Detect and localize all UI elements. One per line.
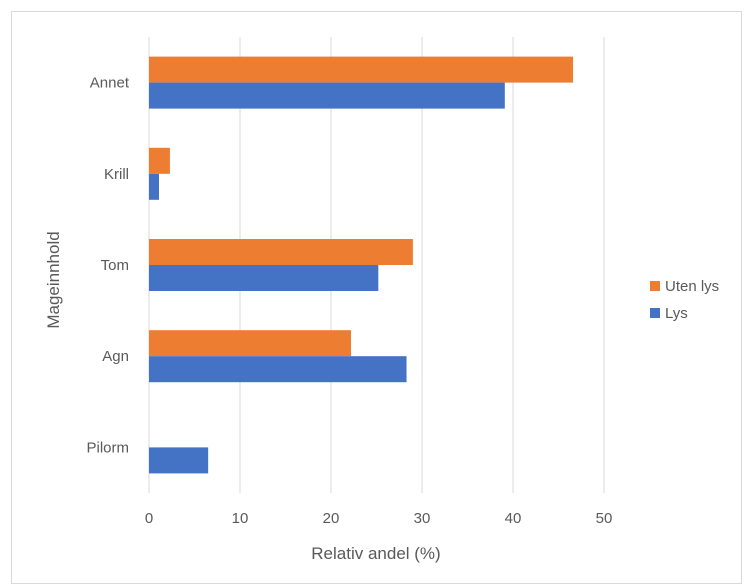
x-tick-label: 0	[145, 510, 153, 527]
x-tick-label: 10	[232, 510, 249, 527]
bar-lys-krill	[149, 173, 160, 200]
gridlines	[148, 37, 605, 493]
x-tick-label: 50	[596, 510, 613, 527]
y-tick-labels: Annet Krill Tom Agn Pilorm	[86, 75, 129, 457]
bar-uten-lys-agn	[149, 330, 352, 357]
y-tick-label: Agn	[102, 348, 129, 365]
x-axis-label: Relativ andel (%)	[311, 544, 440, 563]
y-tick-label: Annet	[90, 75, 130, 92]
legend-label: Lys	[665, 305, 688, 322]
y-tick-label: Krill	[104, 166, 129, 183]
bars	[149, 56, 574, 474]
bar-uten-lys-krill	[149, 147, 170, 174]
x-tick-label: 40	[505, 510, 522, 527]
bar-lys-tom	[149, 265, 379, 291]
x-tick-label: 20	[323, 510, 340, 527]
x-tick-labels: 0 10 20 30 40 50	[145, 510, 613, 527]
y-tick-label: Tom	[101, 257, 129, 274]
legend: Uten lys Lys	[650, 278, 719, 322]
legend-swatch	[650, 308, 660, 318]
bar-uten-lys-annet	[149, 56, 574, 83]
y-tick-label: Pilorm	[86, 439, 129, 456]
legend-swatch	[650, 281, 660, 291]
bar-lys-agn	[149, 356, 407, 383]
legend-label: Uten lys	[665, 278, 719, 295]
y-axis-label: Mageinnhold	[44, 231, 63, 328]
x-tick-label: 30	[414, 510, 431, 527]
bar-lys-pilorm	[149, 447, 209, 474]
bar-uten-lys-tom	[149, 239, 413, 265]
bar-lys-annet	[149, 82, 505, 109]
